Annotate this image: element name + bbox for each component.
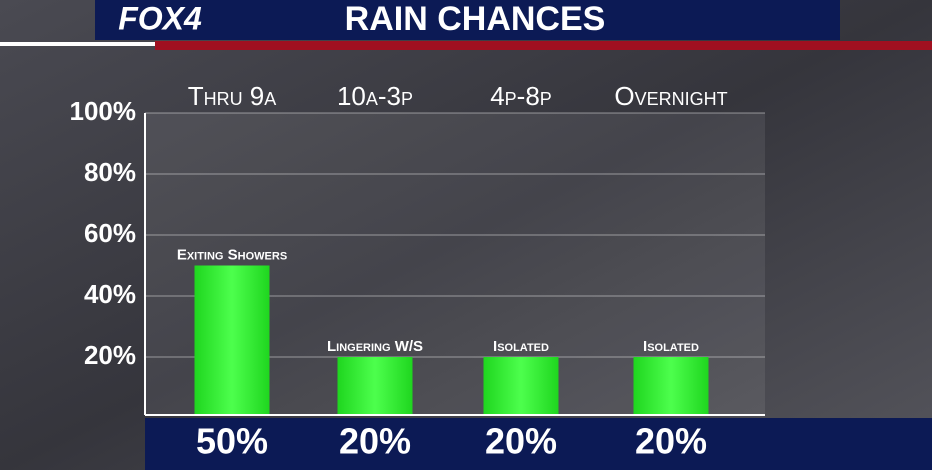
logo: FOX4 <box>118 0 202 36</box>
x-tick-label: 10a-3p <box>337 81 413 111</box>
y-tick-label: 100% <box>70 96 137 126</box>
bar <box>633 357 709 415</box>
annotation: Exiting Showers <box>177 246 287 263</box>
bar <box>483 357 559 415</box>
value-banner <box>145 418 932 470</box>
annotation: Isolated <box>493 338 549 355</box>
value-label: 50% <box>196 421 268 462</box>
x-tick-label: Thru 9a <box>188 81 277 111</box>
annotation: Isolated <box>643 338 699 355</box>
bar <box>194 265 270 415</box>
y-tick-label: 40% <box>84 279 136 309</box>
x-tick-label: 4p-8p <box>490 81 552 111</box>
plot: 20% 40% 60% 80% 100% Thru 9a Exiting Showers 50… <box>70 81 765 462</box>
annotation: Lingering W/S <box>327 338 423 355</box>
y-tick-label: 60% <box>84 218 136 248</box>
value-label: 20% <box>485 421 557 462</box>
value-label: 20% <box>339 421 411 462</box>
chart-title: RAIN CHANCES <box>345 0 606 38</box>
value-label: 20% <box>635 421 707 462</box>
title-banner <box>95 0 840 40</box>
y-tick-label: 80% <box>84 157 136 187</box>
bar <box>337 357 413 415</box>
banner-line <box>0 42 155 46</box>
banner-stripe <box>155 41 932 50</box>
y-tick-label: 20% <box>84 340 136 370</box>
x-tick-label: Overnight <box>614 81 727 111</box>
